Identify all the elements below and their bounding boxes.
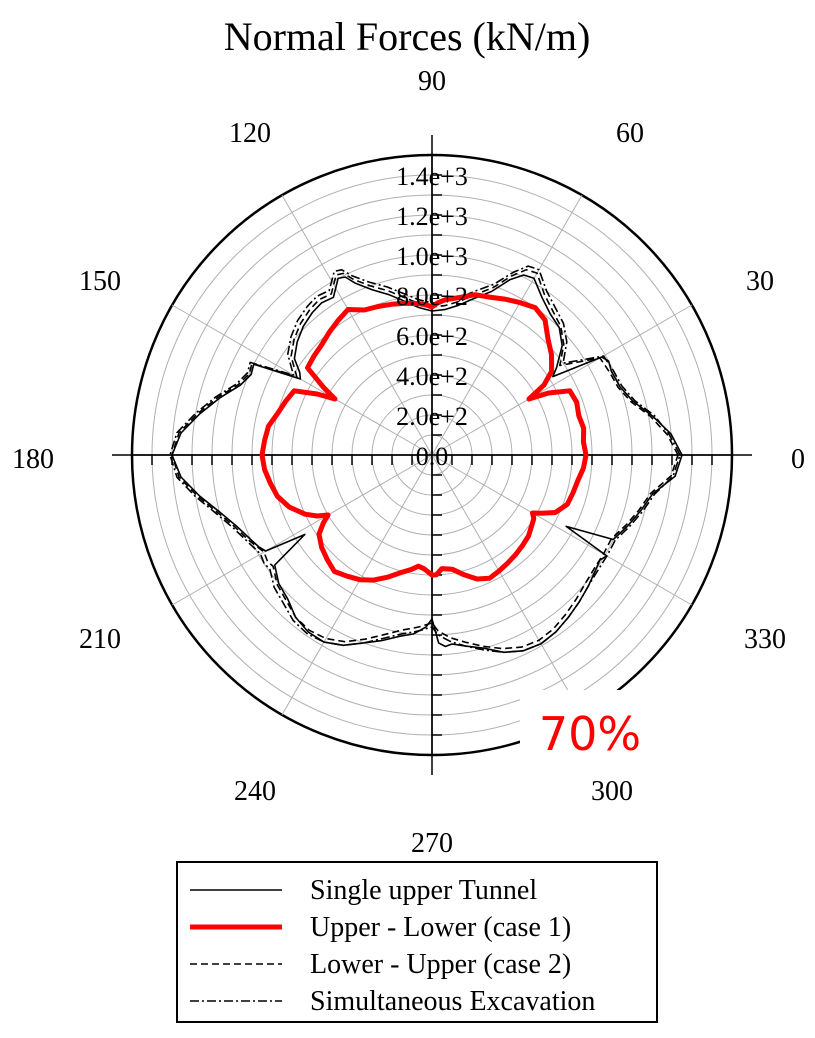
radial-tick-label: 2.0e+2 bbox=[396, 402, 468, 431]
radial-tick-label: 1.2e+3 bbox=[396, 202, 468, 231]
angle-label: 300 bbox=[591, 776, 633, 807]
annotation-label: 70% bbox=[539, 707, 641, 761]
angle-label: 120 bbox=[229, 118, 271, 149]
legend: Single upper Tunnel Upper - Lower (case 1… bbox=[176, 861, 658, 1023]
polar-grid bbox=[112, 135, 752, 775]
angle-label: 210 bbox=[79, 624, 121, 655]
legend-label-2: Upper - Lower (case 1) bbox=[310, 912, 571, 943]
legend-label-1: Single upper Tunnel bbox=[310, 875, 537, 906]
grid-spoke bbox=[431, 304, 693, 456]
series-line-2 bbox=[259, 292, 589, 583]
radial-tick-label: 8.0e+2 bbox=[396, 282, 468, 311]
angle-label: 330 bbox=[744, 624, 786, 655]
angle-label: 60 bbox=[616, 118, 644, 149]
series-layer bbox=[169, 265, 683, 654]
grid-spoke bbox=[171, 304, 433, 456]
angle-label: 150 bbox=[79, 266, 121, 297]
radial-tick-label: 6.0e+2 bbox=[396, 322, 468, 351]
angle-label: 240 bbox=[234, 776, 276, 807]
radial-tick-label: 1.4e+3 bbox=[396, 162, 468, 191]
radial-tick-label: 1.0e+3 bbox=[396, 242, 468, 271]
angle-label: 30 bbox=[746, 266, 774, 297]
legend-label-3: Lower - Upper (case 2) bbox=[310, 949, 571, 980]
angle-label: 180 bbox=[12, 444, 54, 475]
chart-title: Normal Forces (kN/m) bbox=[224, 14, 591, 59]
series-line-1 bbox=[171, 274, 683, 654]
label-layer: 0.0 2.0e+2 4.0e+2 6.0e+2 8.0e+2 1.0e+3 1.2e+3 1… bbox=[12, 66, 805, 859]
grid-spoke bbox=[281, 194, 433, 456]
grid-spoke bbox=[281, 454, 433, 716]
radial-tick-label: 4.0e+2 bbox=[396, 362, 468, 391]
grid-spoke bbox=[171, 454, 433, 606]
grid-spoke bbox=[431, 194, 583, 456]
legend-label-4: Simultaneous Excavation bbox=[310, 986, 595, 1017]
grid-spoke bbox=[431, 454, 693, 606]
legend-box bbox=[176, 861, 658, 1023]
annotation-backdrop bbox=[520, 690, 650, 760]
angle-label: 0 bbox=[791, 444, 805, 475]
angle-label: 90 bbox=[418, 66, 446, 97]
grid-spoke bbox=[431, 454, 583, 716]
radial-tick-label: 0.0 bbox=[416, 442, 449, 471]
angle-label: 270 bbox=[411, 828, 453, 859]
